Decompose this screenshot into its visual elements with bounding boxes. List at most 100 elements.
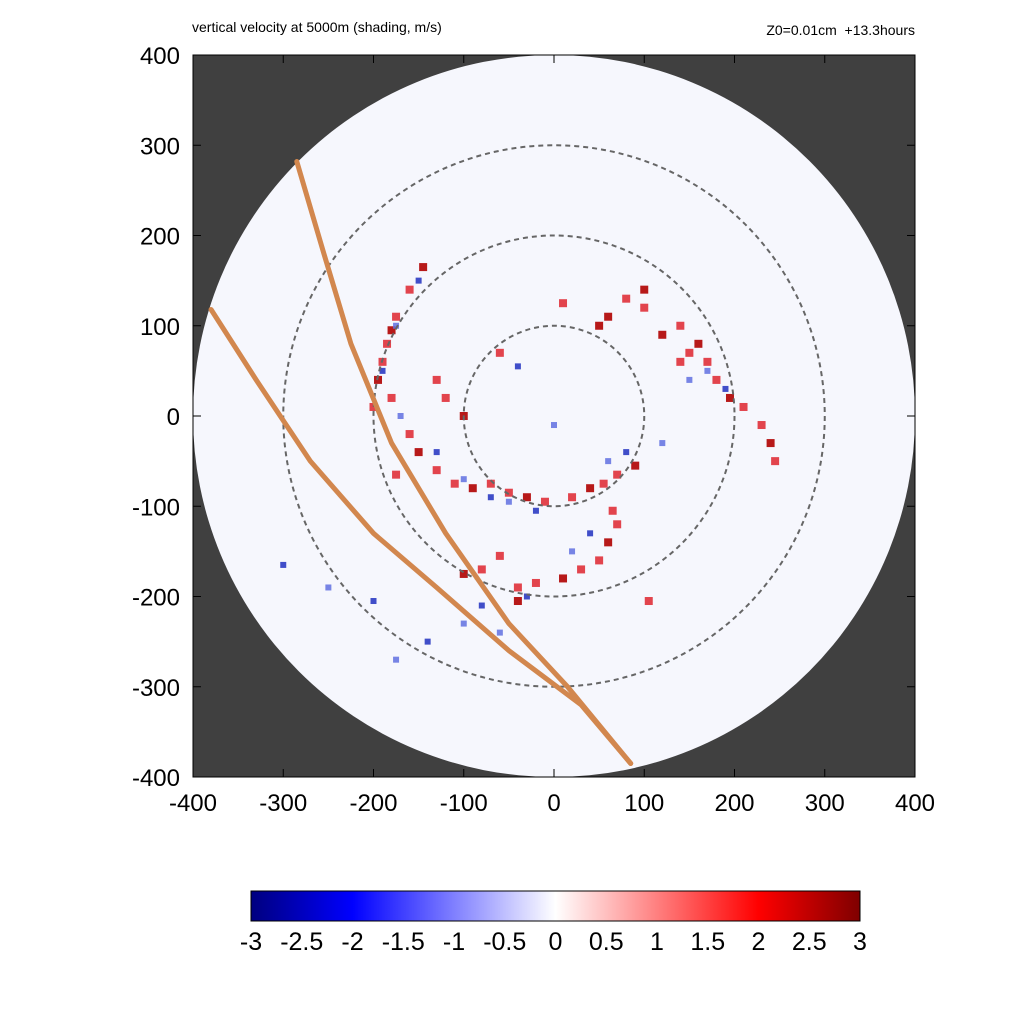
x-tick-label: -400	[169, 790, 217, 817]
updraft-cell	[513, 597, 522, 606]
y-tick-label: -200	[132, 585, 180, 612]
y-tick-label: -300	[132, 675, 180, 702]
y-tick-label: 300	[140, 133, 180, 160]
colorbar-tick-label: 1.5	[690, 928, 725, 956]
downdraft-cell	[496, 629, 503, 636]
updraft-cell	[640, 285, 649, 294]
downdraft-cell	[397, 413, 404, 419]
updraft-cell	[757, 421, 766, 430]
colorbar-tick-label: -3	[240, 928, 262, 956]
updraft-cell	[432, 375, 441, 384]
updraft-cell	[568, 493, 577, 502]
x-tick-label: -300	[259, 790, 307, 817]
updraft-cell	[495, 348, 504, 357]
updraft-cell	[513, 583, 522, 592]
downdraft-cell	[532, 507, 539, 514]
model-domain	[193, 55, 915, 777]
colorbar-tick-label: 2.5	[792, 928, 827, 956]
downdraft-cell	[460, 620, 467, 627]
updraft-cell	[441, 393, 450, 402]
y-tick-label: -400	[132, 765, 180, 792]
colorbar-tick-label: -2	[341, 928, 363, 956]
updraft-cell	[392, 312, 401, 321]
y-tick-label: 200	[140, 224, 180, 251]
downdraft-cell	[487, 494, 494, 501]
downdraft-cell	[587, 530, 594, 537]
updraft-cell	[559, 574, 568, 583]
updraft-cell	[383, 339, 392, 348]
range-ring	[462, 324, 646, 508]
colorbar-tick-label: -2.5	[280, 928, 323, 956]
downdraft-cell	[686, 376, 693, 383]
updraft-cell	[694, 339, 703, 348]
updraft-cell	[739, 402, 748, 411]
downdraft-cell	[325, 584, 332, 591]
downdraft-cell	[460, 476, 467, 483]
updraft-cell	[450, 479, 459, 488]
updraft-cell	[577, 565, 586, 574]
colorbar-tick-label: -1	[443, 928, 465, 956]
downdraft-cell	[704, 367, 711, 374]
x-tick-label: 0	[547, 790, 560, 817]
colorbar-tick-label: 2	[752, 928, 766, 956]
x-tick-label: -200	[349, 790, 397, 817]
updraft-cell	[486, 479, 495, 488]
colorbar-tick-label: 3	[853, 928, 867, 956]
downdraft-cell	[379, 367, 386, 374]
updraft-cell	[414, 448, 423, 457]
updraft-cell	[685, 348, 694, 357]
updraft-cell	[540, 497, 549, 506]
downdraft-cell	[433, 449, 440, 456]
x-tick-label: 100	[624, 790, 664, 817]
updraft-cell	[771, 457, 780, 466]
updraft-cell	[387, 393, 396, 402]
updraft-cell	[644, 597, 653, 606]
y-tick-label: 400	[140, 43, 180, 70]
downdraft-cell	[623, 449, 630, 456]
updraft-cell	[369, 402, 378, 411]
colorbar-tick-label: 0.5	[589, 928, 624, 956]
updraft-cell	[405, 430, 414, 439]
updraft-cell	[459, 569, 468, 578]
downdraft-cell	[569, 548, 576, 555]
downdraft-cell	[393, 656, 400, 663]
updraft-cell	[631, 461, 640, 470]
updraft-cell	[495, 551, 504, 560]
updraft-cell	[599, 479, 608, 488]
updraft-cell	[405, 285, 414, 294]
updraft-cell	[658, 330, 667, 339]
updraft-cell	[504, 488, 513, 497]
updraft-cell	[608, 506, 617, 515]
updraft-cell	[392, 470, 401, 479]
x-tick-label: -100	[440, 790, 488, 817]
updraft-cell	[595, 321, 604, 330]
x-tick-label: 200	[714, 790, 754, 817]
updraft-cell	[468, 484, 477, 493]
colorbar	[250, 890, 861, 922]
updraft-cell	[477, 565, 486, 574]
colorbar-tick-label: 0	[549, 928, 563, 956]
updraft-cell	[712, 375, 721, 384]
y-tick-label: 100	[140, 314, 180, 341]
updraft-cell	[622, 294, 631, 303]
x-tick-label: 400	[895, 790, 935, 817]
storm-track	[294, 158, 634, 766]
updraft-cell	[640, 303, 649, 312]
updraft-cell	[604, 312, 613, 321]
updraft-cell	[531, 578, 540, 587]
downdraft-cell	[523, 593, 530, 600]
colorbar-tick-label: 1	[650, 928, 664, 956]
downdraft-cell	[280, 561, 287, 568]
downdraft-cell	[393, 322, 400, 329]
updraft-cell	[522, 493, 531, 502]
updraft-cell	[559, 299, 568, 308]
updraft-cell	[419, 263, 428, 272]
downdraft-cell	[659, 440, 666, 447]
updraft-cell	[725, 393, 734, 402]
colorbar-tick-label: -1.5	[382, 928, 425, 956]
downdraft-cell	[370, 598, 377, 605]
updraft-cell	[595, 556, 604, 565]
downdraft-cell	[478, 602, 485, 609]
updraft-cell	[586, 484, 595, 493]
